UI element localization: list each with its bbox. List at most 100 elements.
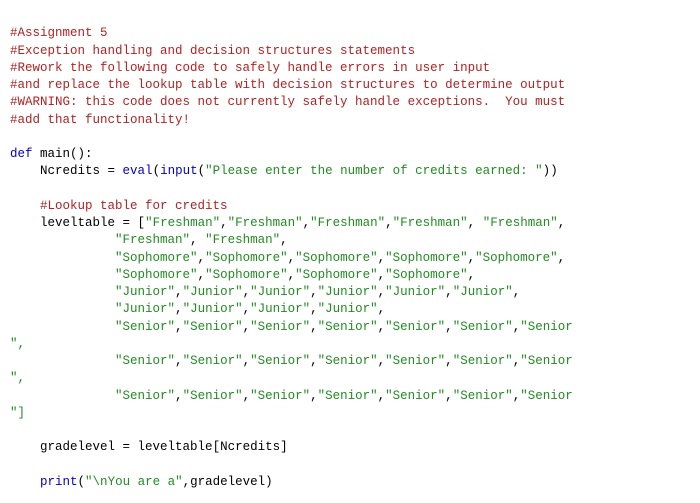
keyword-def: def bbox=[10, 147, 33, 161]
id-gradelevel: gradelevel bbox=[190, 475, 265, 489]
id-ncredits: Ncredits bbox=[220, 440, 280, 454]
string-senior: "Senior" bbox=[385, 354, 445, 368]
string-senior: "Senior" bbox=[453, 320, 513, 334]
indent bbox=[10, 475, 40, 489]
comment-line: #WARNING: this code does not currently s… bbox=[10, 95, 565, 109]
comma: , bbox=[468, 268, 476, 282]
string-senior: "Senior" bbox=[115, 354, 175, 368]
comment-line: #Exception handling and decision structu… bbox=[10, 44, 415, 58]
string-freshman: "Freshman" bbox=[310, 216, 385, 230]
string-senior: "Senior" bbox=[318, 389, 378, 403]
punct: ( bbox=[78, 475, 86, 489]
string-junior: "Junior" bbox=[183, 285, 243, 299]
id-gradelevel: gradelevel bbox=[40, 440, 115, 454]
comma: , bbox=[175, 285, 183, 299]
comma: , bbox=[243, 302, 251, 316]
comma: , bbox=[445, 285, 453, 299]
comment-line: #Lookup table for credits bbox=[40, 199, 228, 213]
string-freshman: "Freshman" bbox=[483, 216, 558, 230]
comma: , bbox=[243, 320, 251, 334]
indent bbox=[10, 251, 115, 265]
wrapped-quote-comma: ", bbox=[10, 371, 25, 385]
indent bbox=[10, 164, 40, 178]
id-leveltable: leveltable bbox=[40, 216, 115, 230]
string-junior: "Junior" bbox=[115, 302, 175, 316]
indent bbox=[10, 233, 115, 247]
eq: = bbox=[100, 164, 123, 178]
string-senior: "Senior" bbox=[183, 354, 243, 368]
comma: , bbox=[198, 251, 206, 265]
comma: , bbox=[280, 233, 288, 247]
comma: , bbox=[183, 475, 191, 489]
string-sophomore: "Sophomore" bbox=[475, 251, 558, 265]
string-junior: "Junior" bbox=[115, 285, 175, 299]
comma: , bbox=[378, 268, 386, 282]
string-freshman: "Freshman" bbox=[393, 216, 468, 230]
string-junior: "Junior" bbox=[250, 302, 310, 316]
comma: , bbox=[468, 216, 483, 230]
string-sophomore: "Sophomore" bbox=[205, 268, 288, 282]
string-junior: "Junior" bbox=[250, 285, 310, 299]
comma: , bbox=[378, 251, 386, 265]
comma: , bbox=[445, 354, 453, 368]
string-senior: "Senior" bbox=[250, 320, 310, 334]
string-youare: You are a" bbox=[108, 475, 183, 489]
string-senior: "Senior" bbox=[115, 320, 175, 334]
comma: , bbox=[175, 302, 183, 316]
comma: , bbox=[288, 251, 296, 265]
indent bbox=[10, 285, 115, 299]
builtin-input: input bbox=[160, 164, 198, 178]
builtin-eval: eval bbox=[123, 164, 153, 178]
comma: , bbox=[558, 216, 566, 230]
builtin-print: print bbox=[40, 475, 78, 489]
comma: , bbox=[288, 268, 296, 282]
indent bbox=[10, 354, 115, 368]
string-senior: "Senior" bbox=[385, 320, 445, 334]
comma: , bbox=[243, 354, 251, 368]
comma: , bbox=[198, 268, 206, 282]
comma: , bbox=[243, 389, 251, 403]
wrapped-quote-bracket: "] bbox=[10, 406, 25, 420]
indent bbox=[10, 199, 40, 213]
comment-line: #Assignment 5 bbox=[10, 26, 108, 40]
string-sophomore: "Sophomore" bbox=[115, 251, 198, 265]
string-esc: "\n bbox=[85, 475, 108, 489]
comma: , bbox=[558, 251, 566, 265]
string-junior: "Junior" bbox=[453, 285, 513, 299]
comma: , bbox=[220, 216, 228, 230]
comma: , bbox=[310, 302, 318, 316]
comma: , bbox=[445, 389, 453, 403]
punct: ( bbox=[153, 164, 161, 178]
string-junior: "Junior" bbox=[318, 302, 378, 316]
punct: ) bbox=[550, 164, 558, 178]
punct: (): bbox=[70, 147, 93, 161]
string-senior: "Senior" bbox=[318, 354, 378, 368]
indent bbox=[10, 440, 40, 454]
string-senior-q: "Senior bbox=[520, 320, 573, 334]
string-sophomore: "Sophomore" bbox=[385, 251, 468, 265]
comma: , bbox=[385, 216, 393, 230]
string-junior: "Junior" bbox=[318, 285, 378, 299]
string-senior: "Senior" bbox=[183, 389, 243, 403]
comment-line: #Rework the following code to safely han… bbox=[10, 61, 490, 75]
eq: = bbox=[115, 440, 138, 454]
string-senior: "Senior" bbox=[183, 320, 243, 334]
string-junior: "Junior" bbox=[183, 302, 243, 316]
indent bbox=[10, 268, 115, 282]
func-main: main bbox=[40, 147, 70, 161]
code-block: #Assignment 5 #Exception handling and de… bbox=[0, 0, 700, 503]
comma: , bbox=[310, 285, 318, 299]
comma: , bbox=[303, 216, 311, 230]
string-senior: "Senior" bbox=[318, 320, 378, 334]
string-senior: "Senior" bbox=[453, 389, 513, 403]
id-ncredits: Ncredits bbox=[40, 164, 100, 178]
string-freshman: "Freshman" bbox=[115, 233, 190, 247]
indent bbox=[10, 216, 40, 230]
string-sophomore: "Sophomore" bbox=[115, 268, 198, 282]
punct: ] bbox=[280, 440, 288, 454]
string-freshman: "Freshman" bbox=[145, 216, 220, 230]
comma: , bbox=[445, 320, 453, 334]
string-sophomore: "Sophomore" bbox=[295, 268, 378, 282]
string-prompt: "Please enter the number of credits earn… bbox=[205, 164, 543, 178]
string-freshman: "Freshman" bbox=[228, 216, 303, 230]
